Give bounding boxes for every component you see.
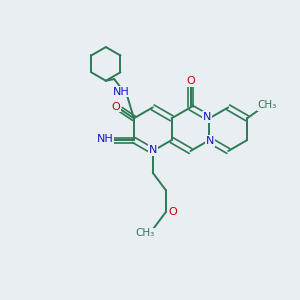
Text: CH₃: CH₃ (135, 228, 154, 239)
Text: NH: NH (97, 134, 113, 144)
Text: N: N (206, 136, 214, 146)
Text: N: N (148, 145, 157, 155)
Text: CH₃: CH₃ (258, 100, 277, 110)
Text: O: O (112, 102, 120, 112)
Text: O: O (186, 76, 195, 85)
Text: O: O (168, 207, 177, 217)
Text: NH: NH (113, 86, 130, 97)
Text: N: N (203, 112, 212, 122)
